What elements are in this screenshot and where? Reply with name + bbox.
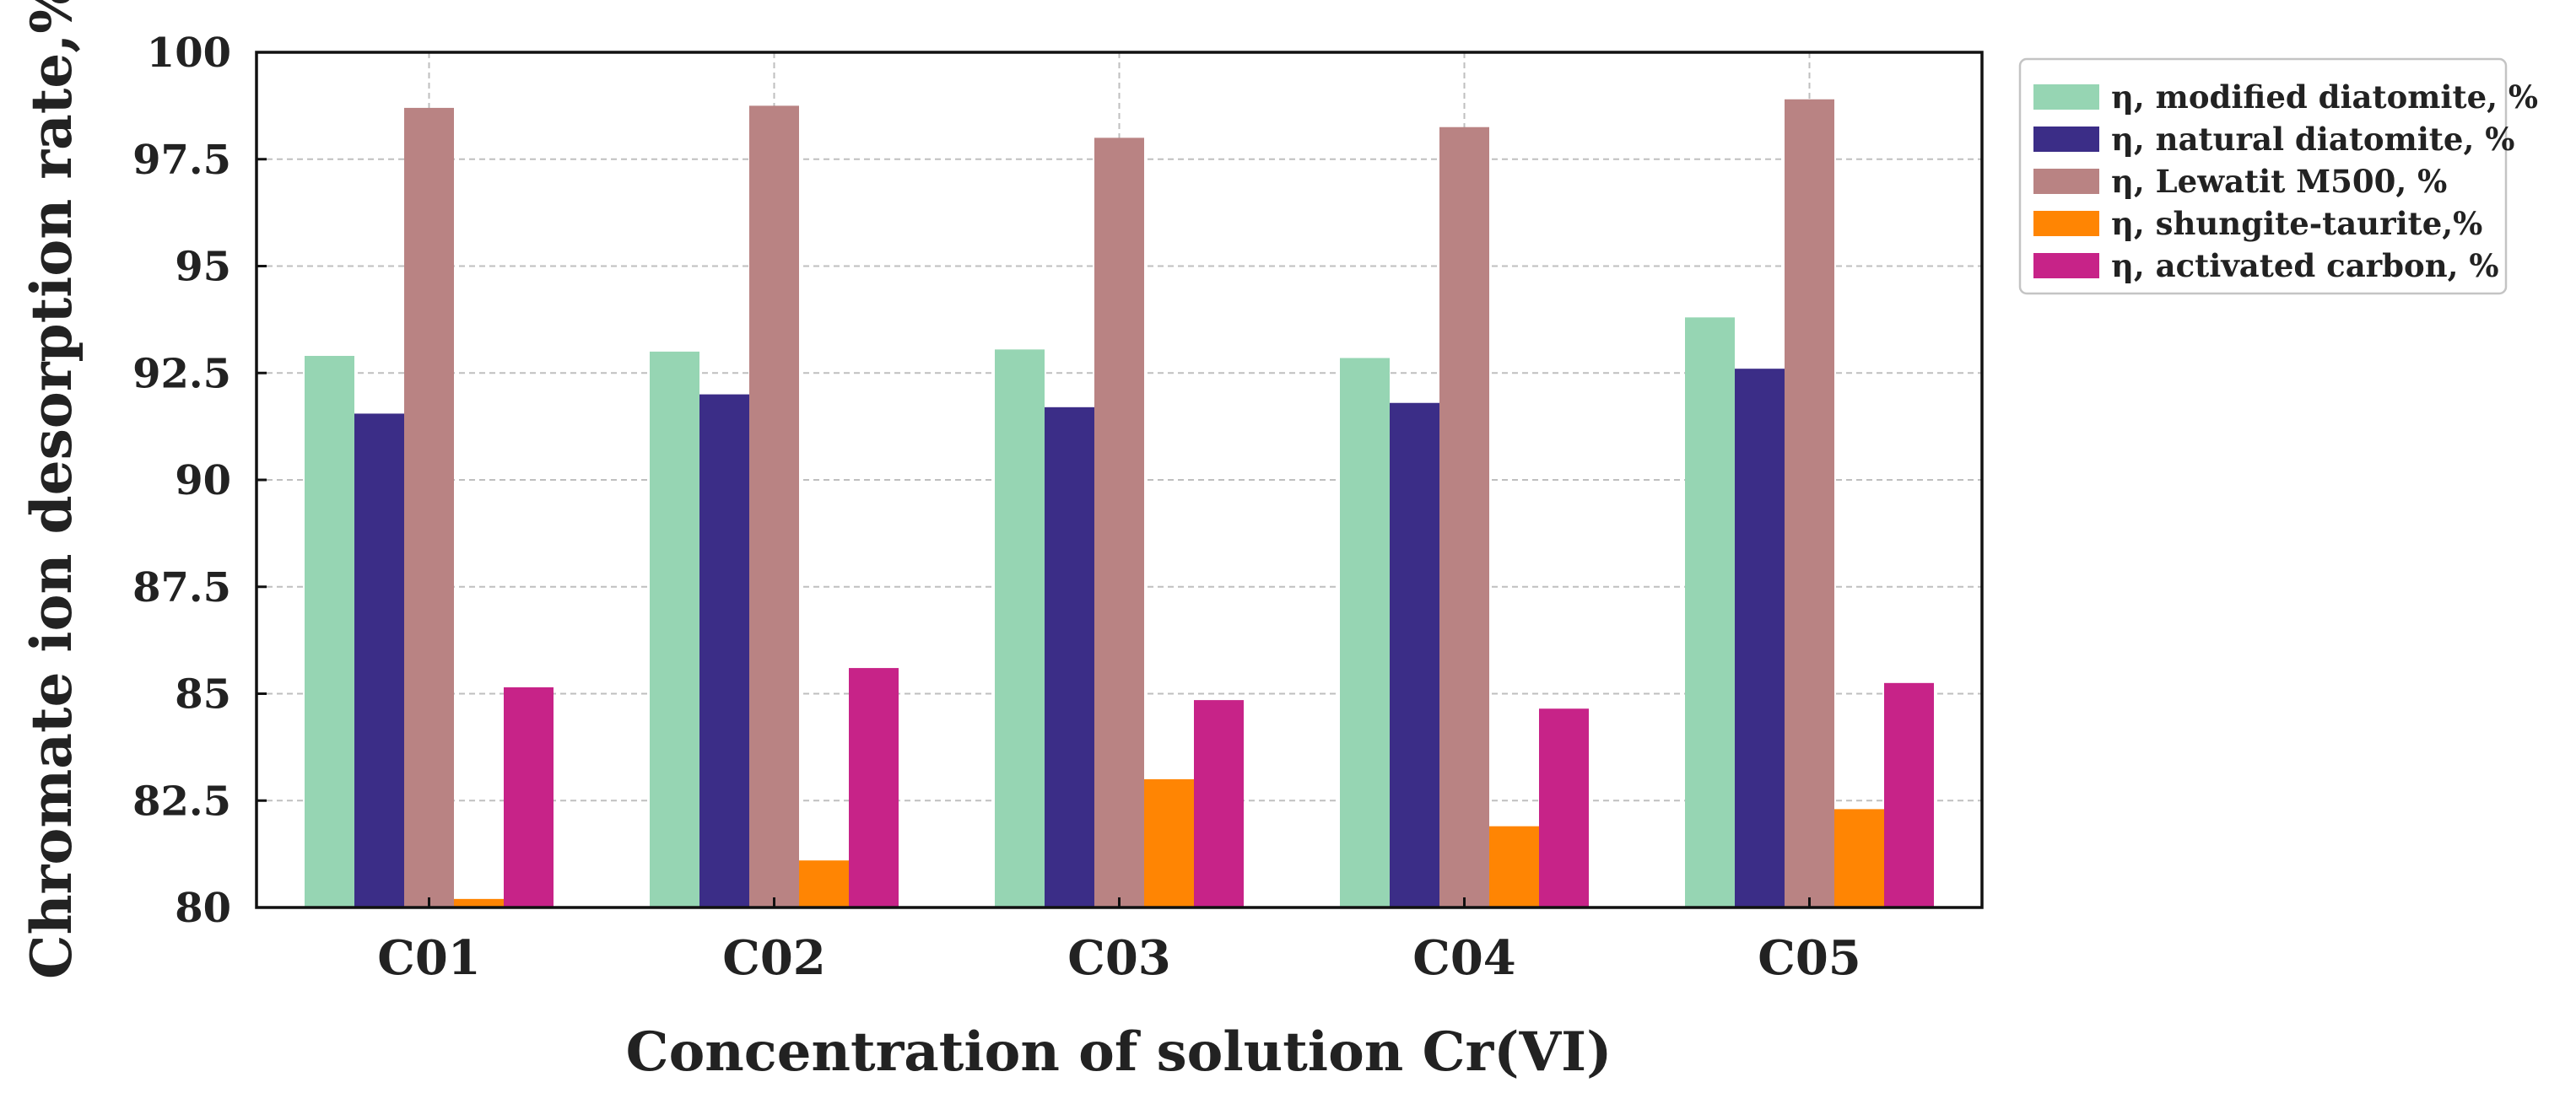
bar: [995, 349, 1045, 907]
bar: [1340, 358, 1390, 907]
y-tick-label: 90: [175, 457, 231, 504]
bar: [504, 687, 554, 907]
bar: [1094, 137, 1144, 907]
bar: [749, 105, 799, 907]
legend-label: η, modified diatomite, %: [2111, 78, 2538, 116]
y-tick-label: 85: [175, 671, 231, 719]
y-tick-label: 80: [175, 885, 231, 932]
y-tick-label: 92.5: [132, 350, 231, 397]
y-tick-label: 95: [175, 244, 231, 291]
bar: [305, 355, 354, 908]
x-tick-label: C02: [722, 930, 826, 986]
x-tick-label: C01: [377, 930, 481, 986]
bar: [849, 668, 899, 907]
legend-box: [2018, 57, 2508, 295]
bar: [1439, 127, 1489, 908]
bar: [1144, 778, 1194, 907]
legend-swatch: [2033, 253, 2099, 278]
legend-label: η, activated carbon, %: [2111, 247, 2499, 284]
legend-label: η, shungite-taurite,%: [2111, 205, 2482, 242]
bar: [1390, 402, 1439, 907]
y-tick-label: 97.5: [132, 137, 231, 184]
y-tick-label: 82.5: [132, 778, 231, 825]
x-tick-label: C03: [1067, 930, 1171, 986]
x-axis-ticks: C01 C02 C03 C04 C05: [377, 897, 1861, 986]
bar: [1045, 407, 1094, 907]
bar: [454, 898, 504, 907]
bar: [1489, 826, 1539, 907]
bar: [650, 351, 699, 907]
bar: [1785, 99, 1834, 907]
bar: [699, 394, 749, 908]
legend-swatch: [2033, 84, 2099, 110]
y-tick-label: 100: [147, 30, 231, 77]
bar: [1834, 809, 1884, 907]
x-axis-title: Concentration of solution Cr(VI): [626, 1021, 1612, 1084]
x-tick-label: C05: [1758, 930, 1861, 986]
bar: [799, 860, 849, 907]
legend-swatch: [2033, 169, 2099, 194]
bar: [1884, 682, 1934, 907]
legend-swatch: [2033, 127, 2099, 152]
bar: [1685, 317, 1735, 908]
y-axis-ticks: 80 82.5 85 87.5 90 92.5 95 97.5 100: [132, 30, 267, 932]
bar: [354, 413, 404, 907]
legend: η, modified diatomite, % η, natural diato…: [2018, 57, 2538, 295]
x-tick-label: C04: [1412, 930, 1516, 986]
bar: [1194, 700, 1244, 907]
bars: [305, 99, 1934, 908]
bar: [1539, 708, 1589, 907]
bar: [1735, 369, 1785, 907]
y-tick-label: 87.5: [132, 564, 231, 611]
legend-swatch: [2033, 211, 2099, 236]
bar: [404, 107, 454, 907]
legend-label: η, Lewatit M500, %: [2111, 163, 2447, 200]
legend-label: η, natural diatomite, %: [2111, 121, 2514, 158]
y-axis-title: Chromate ion desorption rate,%: [19, 0, 84, 979]
